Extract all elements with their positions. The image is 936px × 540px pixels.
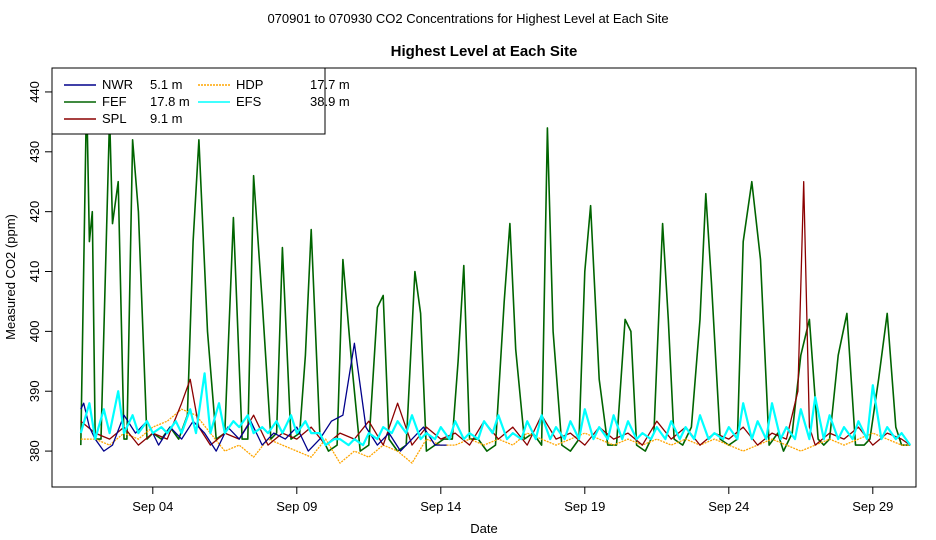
legend-height-efs: 38.9 m [310, 94, 350, 109]
legend: NWR 5.1 m FEF 17.8 m SPL 9.1 m HDP 17.7 m EFS 38.… [51, 67, 350, 135]
series-layer [79, 91, 912, 464]
legend-box [51, 67, 326, 135]
legend-label-hdp: HDP [236, 77, 263, 92]
legend-height-hdp: 17.7 m [310, 77, 350, 92]
y-tick-label: 430 [27, 141, 42, 163]
y-tick-label: 380 [27, 440, 42, 462]
y-axis-label: Measured CO2 (ppm) [3, 214, 18, 340]
series-line-fef [80, 91, 911, 452]
legend-label-spl: SPL [102, 111, 127, 126]
x-tick-label: Sep 04 [132, 499, 173, 514]
y-tick-label: 420 [27, 201, 42, 223]
x-tick-label: Sep 29 [852, 499, 893, 514]
y-tick-label: 400 [27, 321, 42, 343]
series-line-spl [80, 181, 911, 446]
legend-label-nwr: NWR [102, 77, 133, 92]
x-tick-label: Sep 14 [420, 499, 461, 514]
y-tick-label: 390 [27, 380, 42, 402]
y-tick-label: 440 [27, 81, 42, 103]
x-axis-label: Date [470, 521, 497, 536]
legend-label-fef: FEF [102, 94, 127, 109]
chart-suptitle: 070901 to 070930 CO2 Concentrations for … [267, 11, 668, 26]
legend-height-fef: 17.8 m [150, 94, 190, 109]
x-tick-label: Sep 19 [564, 499, 605, 514]
x-tick-label: Sep 09 [276, 499, 317, 514]
y-axis: 380 390 400 410 420 430 440 [27, 81, 52, 462]
y-tick-label: 410 [27, 261, 42, 283]
x-axis: Sep 04 Sep 09 Sep 14 Sep 19 Sep 24 Sep 29 [132, 487, 893, 514]
plot-frame [51, 67, 917, 488]
x-tick-label: Sep 24 [708, 499, 749, 514]
legend-height-spl: 9.1 m [150, 111, 183, 126]
legend-label-efs: EFS [236, 94, 262, 109]
series-line-efs [79, 372, 912, 447]
legend-height-nwr: 5.1 m [150, 77, 183, 92]
chart-title: Highest Level at Each Site [391, 43, 578, 60]
